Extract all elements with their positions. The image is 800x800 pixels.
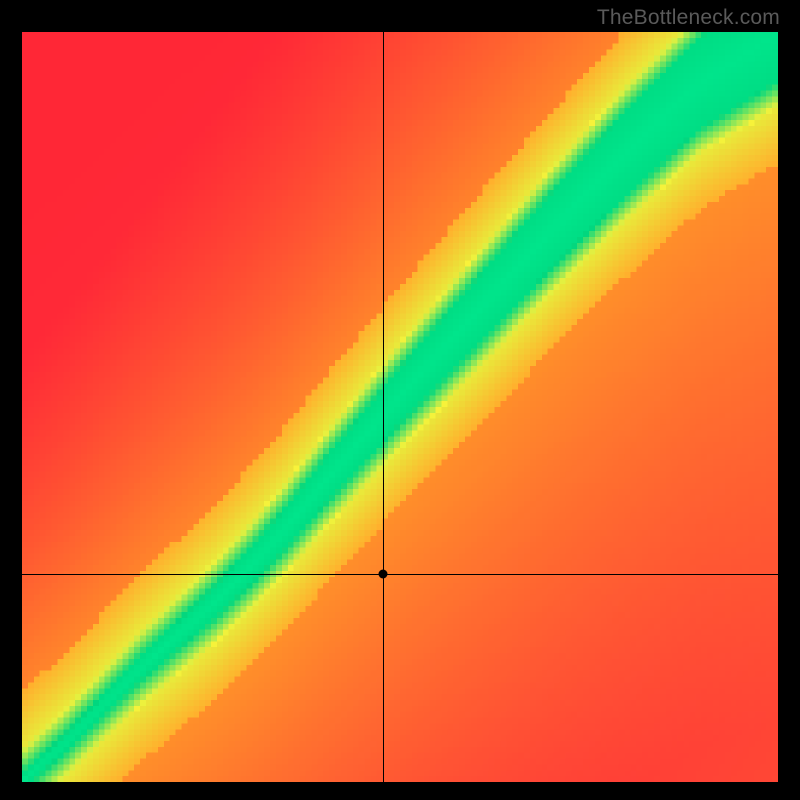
- heatmap-plot: [22, 32, 778, 782]
- heatmap-canvas: [22, 32, 778, 782]
- stage: TheBottleneck.com: [0, 0, 800, 800]
- marker-dot: [378, 570, 387, 579]
- watermark: TheBottleneck.com: [597, 6, 780, 30]
- crosshair-vertical: [383, 32, 384, 782]
- crosshair-horizontal: [22, 574, 778, 575]
